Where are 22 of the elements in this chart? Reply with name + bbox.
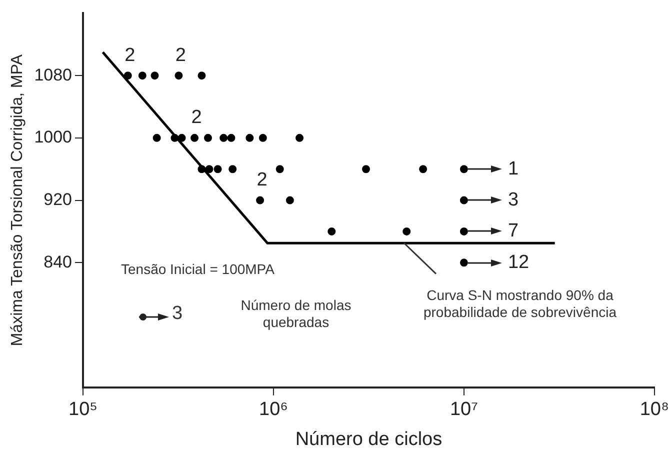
annotation: 1: [508, 158, 519, 180]
annotation: 2: [256, 170, 268, 191]
annotation: 3: [172, 303, 183, 324]
x-tick-label: 10⁸: [640, 399, 670, 420]
annotation: Número de molas quebradas: [240, 297, 352, 331]
annotation: 3: [508, 190, 519, 211]
x-tick-label: 10⁶: [259, 399, 288, 420]
y-tick-label: 920: [44, 190, 72, 209]
x-tick-label: 10⁷: [450, 399, 478, 420]
y-axis-title: Máxima Tensão Torsional Corrigida, MPA: [9, 54, 26, 346]
annotation: 2: [175, 44, 186, 66]
annotation: 12: [508, 252, 530, 273]
y-tick-label: 1000: [34, 128, 72, 147]
annotation: Tensão Inicial = 100MPA: [121, 261, 274, 278]
x-axis-title: Número de ciclos: [295, 428, 442, 450]
annotation: 7: [508, 220, 519, 242]
y-tick-label: 1080: [34, 65, 72, 84]
annotation: 2: [191, 107, 202, 128]
annotation: Curva S-N mostrando 90% da probabilidade de sobrevivência: [422, 287, 618, 321]
x-tick-label: 10⁵: [68, 399, 98, 420]
y-tick-label: 840: [44, 252, 72, 272]
annotation: 2: [124, 44, 136, 66]
